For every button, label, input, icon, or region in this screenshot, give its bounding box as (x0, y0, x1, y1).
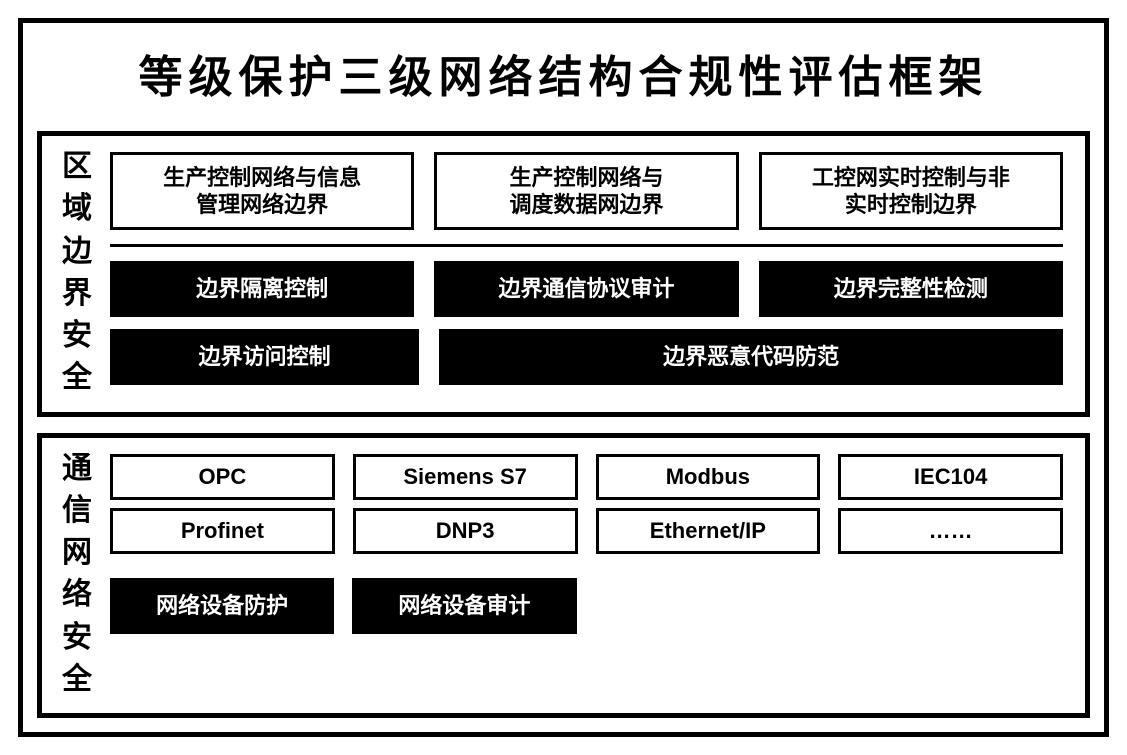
vlabel-char: 边 (62, 237, 92, 267)
vlabel-char: 界 (62, 279, 92, 309)
section2-bottom-row: 网络设备防护 网络设备审计 (110, 578, 1063, 634)
vlabel-char: 全 (62, 665, 92, 695)
vlabel-char: 通 (62, 454, 92, 484)
section-boundary-security: 区 域 边 界 安 全 生产控制网络与信息管理网络边界 生产控制网络与调度数据网… (37, 131, 1090, 417)
network-dark-box: 网络设备防护 (110, 578, 334, 634)
boundary-dark-box: 边界完整性检测 (759, 261, 1063, 317)
boundary-box: 生产控制网络与信息管理网络边界 (110, 152, 414, 230)
vlabel-char: 区 (62, 152, 92, 182)
divider (110, 244, 1063, 247)
vlabel-char: 安 (62, 321, 92, 351)
boundary-box: 工控网实时控制与非实时控制边界 (759, 152, 1063, 230)
section2-vertical-label: 通 信 网 络 安 全 (60, 454, 94, 696)
section2-protocol-row2: Profinet DNP3 Ethernet/IP …… (110, 508, 1063, 554)
vlabel-char: 络 (62, 580, 92, 610)
boundary-dark-box: 边界隔离控制 (110, 261, 414, 317)
protocol-box: Profinet (110, 508, 335, 554)
vlabel-char: 安 (62, 623, 92, 653)
protocol-box: Modbus (596, 454, 821, 500)
section1-vertical-label: 区 域 边 界 安 全 (60, 152, 94, 394)
vlabel-char: 全 (62, 363, 92, 393)
boundary-dark-box: 边界恶意代码防范 (439, 329, 1063, 385)
protocol-box: OPC (110, 454, 335, 500)
vlabel-char: 网 (62, 538, 92, 568)
section1-bottom-row: 边界访问控制 边界恶意代码防范 (110, 329, 1063, 385)
protocol-box: IEC104 (838, 454, 1063, 500)
section1-content: 生产控制网络与信息管理网络边界 生产控制网络与调度数据网边界 工控网实时控制与非… (110, 152, 1063, 394)
section2-protocol-row1: OPC Siemens S7 Modbus IEC104 (110, 454, 1063, 500)
vlabel-char: 域 (62, 194, 92, 224)
protocol-box: …… (838, 508, 1063, 554)
section-network-security: 通 信 网 络 安 全 OPC Siemens S7 Modbus IEC104… (37, 433, 1090, 719)
section1-top-row: 生产控制网络与信息管理网络边界 生产控制网络与调度数据网边界 工控网实时控制与非… (110, 152, 1063, 230)
network-dark-box: 网络设备审计 (352, 578, 576, 634)
protocol-box: Ethernet/IP (596, 508, 821, 554)
vlabel-char: 信 (62, 496, 92, 526)
boundary-dark-box: 边界通信协议审计 (434, 261, 738, 317)
protocol-box: DNP3 (353, 508, 578, 554)
section1-mid-row: 边界隔离控制 边界通信协议审计 边界完整性检测 (110, 261, 1063, 317)
outer-frame: 等级保护三级网络结构合规性评估框架 区 域 边 界 安 全 生产控制网络与信息管… (18, 18, 1109, 737)
main-title: 等级保护三级网络结构合规性评估框架 (37, 37, 1090, 115)
protocol-box: Siemens S7 (353, 454, 578, 500)
boundary-dark-box: 边界访问控制 (110, 329, 419, 385)
section2-content: OPC Siemens S7 Modbus IEC104 Profinet DN… (110, 454, 1063, 696)
boundary-box: 生产控制网络与调度数据网边界 (434, 152, 738, 230)
